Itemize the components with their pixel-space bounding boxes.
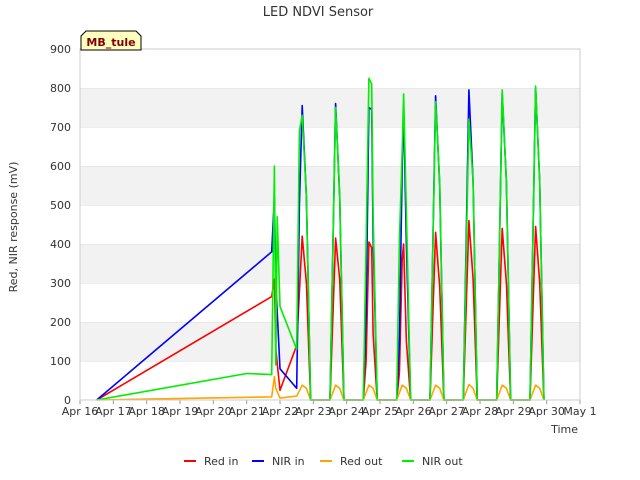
legend-label: NIR out [422,455,463,468]
x-tick-label: Apr 24 [328,405,365,418]
annotation-box-shape [80,30,142,51]
legend-item: NIR in [252,455,305,468]
x-tick-label: Apr 27 [428,405,465,418]
grid-band [80,205,580,244]
grid-band [80,166,580,205]
grid-band [80,283,580,322]
x-tick-label: Apr 18 [128,405,165,418]
x-tick-label: Apr 21 [228,405,265,418]
x-tick-label: Apr 26 [395,405,432,418]
legend: Red in NIR in Red out NIR out [184,455,463,468]
plot-frame [79,48,581,401]
series-line-red-in [96,219,545,401]
y-tick-label: 100 [50,355,71,368]
grid-band [80,88,580,127]
y-axis-label: Red, NIR response (mV) [7,162,20,293]
y-tick-label: 400 [50,238,71,251]
y-tick-label: 300 [50,277,71,290]
y-axis-ticks: 0 100 200 300 400 500 600 700 800 900 [50,43,71,407]
x-tick-label: Apr 22 [262,405,299,418]
y-tick-label: 500 [50,199,71,212]
x-tick-label: Apr 25 [362,405,399,418]
legend-label: Red out [340,455,383,468]
x-tick-label: Apr 29 [495,405,532,418]
legend-item: Red in [184,455,238,468]
x-tick-label: Apr 30 [528,405,565,418]
x-tick-label: Apr 28 [462,405,499,418]
grid-band [80,127,580,166]
x-tick-label: Apr 20 [195,405,232,418]
x-tick-label: Apr 19 [162,405,199,418]
legend-label: Red in [204,455,238,468]
chart-title: LED NDVI Sensor [263,5,374,20]
legend-item: NIR out [402,455,463,468]
x-tick-label: Apr 23 [295,405,332,418]
series-line-red-out [96,375,545,401]
annotation-label: MB_tule [86,36,135,49]
y-tick-label: 700 [50,121,71,134]
y-tick-label: 200 [50,316,71,329]
y-tick-label: 600 [50,160,71,173]
x-tick-label: Apr 17 [95,405,132,418]
grid-band [80,322,580,361]
grid-band [80,244,580,283]
y-tick-label: 0 [64,394,71,407]
y-tick-label: 900 [50,43,71,56]
legend-item: Red out [320,455,383,468]
x-tick-label: Apr 16 [62,405,99,418]
legend-label: NIR in [272,455,305,468]
x-tick-label: May 1 [563,405,596,418]
grid-band [80,49,580,88]
grid-bands [80,48,580,400]
y-tick-label: 800 [50,82,71,95]
x-axis-label: Time [550,423,578,436]
annotation-box: MB_tule [80,30,142,51]
